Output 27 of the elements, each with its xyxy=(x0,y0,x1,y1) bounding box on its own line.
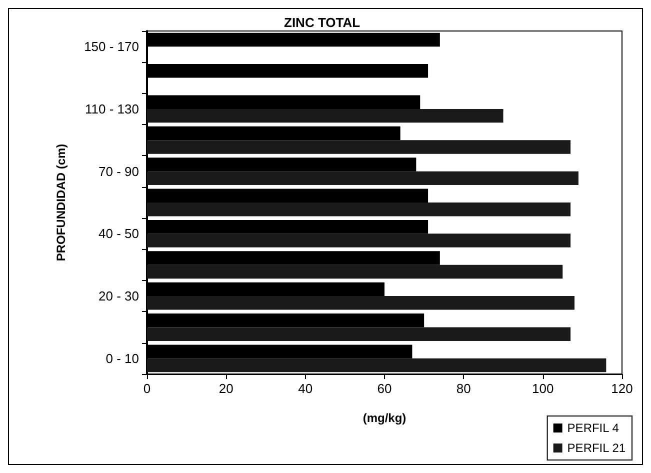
legend-label: PERFIL 4 xyxy=(567,421,620,435)
y-axis-title: PROFUNDIDAD (cm) xyxy=(54,144,68,262)
bar xyxy=(147,202,571,216)
chart-title: ZINC TOTAL xyxy=(284,15,360,30)
y-tick-label: 70 - 90 xyxy=(98,164,139,179)
x-axis-title: (mg/kg) xyxy=(362,411,406,425)
y-tick-label: 20 - 30 xyxy=(98,288,139,304)
bar xyxy=(147,296,574,310)
bar xyxy=(147,327,571,341)
bar xyxy=(147,171,578,186)
bar xyxy=(147,140,571,154)
x-tick-label: 120 xyxy=(611,381,633,396)
x-tick-label: 80 xyxy=(456,381,471,396)
x-tick-label: 20 xyxy=(218,381,234,396)
bar xyxy=(147,358,606,372)
x-tick-label: 100 xyxy=(532,381,554,396)
x-tick-label: 0 xyxy=(143,381,151,396)
legend-label: PERFIL 21 xyxy=(567,441,626,455)
y-tick-label: 110 - 130 xyxy=(85,101,139,116)
y-tick-label: 40 - 50 xyxy=(98,226,139,242)
x-tick-label: 40 xyxy=(298,381,313,396)
y-tick-label: 150 - 170 xyxy=(84,39,139,54)
bar xyxy=(147,234,571,248)
y-tick-label: 0 - 10 xyxy=(106,350,139,366)
bar xyxy=(147,264,563,279)
bar xyxy=(147,108,504,123)
x-tick-label: 60 xyxy=(377,381,392,396)
